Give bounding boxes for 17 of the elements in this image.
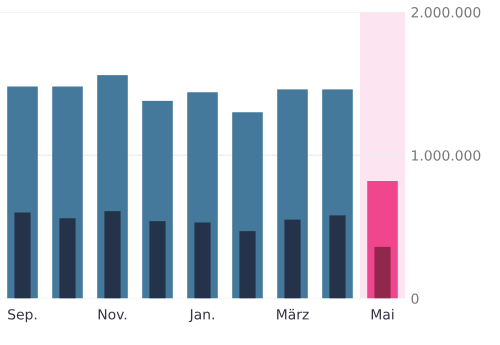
x-tick-label: Sep. bbox=[8, 309, 36, 322]
x-tick-label: März bbox=[277, 308, 309, 320]
bar bbox=[194, 222, 211, 298]
x-tick-label: Jan. bbox=[188, 309, 214, 322]
bar bbox=[284, 220, 301, 298]
bar bbox=[149, 221, 166, 298]
x-tick-label: Nov. bbox=[98, 309, 126, 320]
bar bbox=[14, 212, 31, 298]
y-tick-label: 1.000.000 bbox=[412, 150, 480, 161]
bar bbox=[329, 215, 346, 298]
bar bbox=[104, 211, 121, 298]
y-tick-label: 0 bbox=[411, 293, 418, 304]
bar bbox=[374, 246, 391, 298]
bar bbox=[59, 218, 76, 298]
bar bbox=[239, 231, 256, 298]
x-tick-label: Mai bbox=[372, 308, 394, 320]
y-tick-label: 2.000.000 bbox=[412, 7, 480, 18]
